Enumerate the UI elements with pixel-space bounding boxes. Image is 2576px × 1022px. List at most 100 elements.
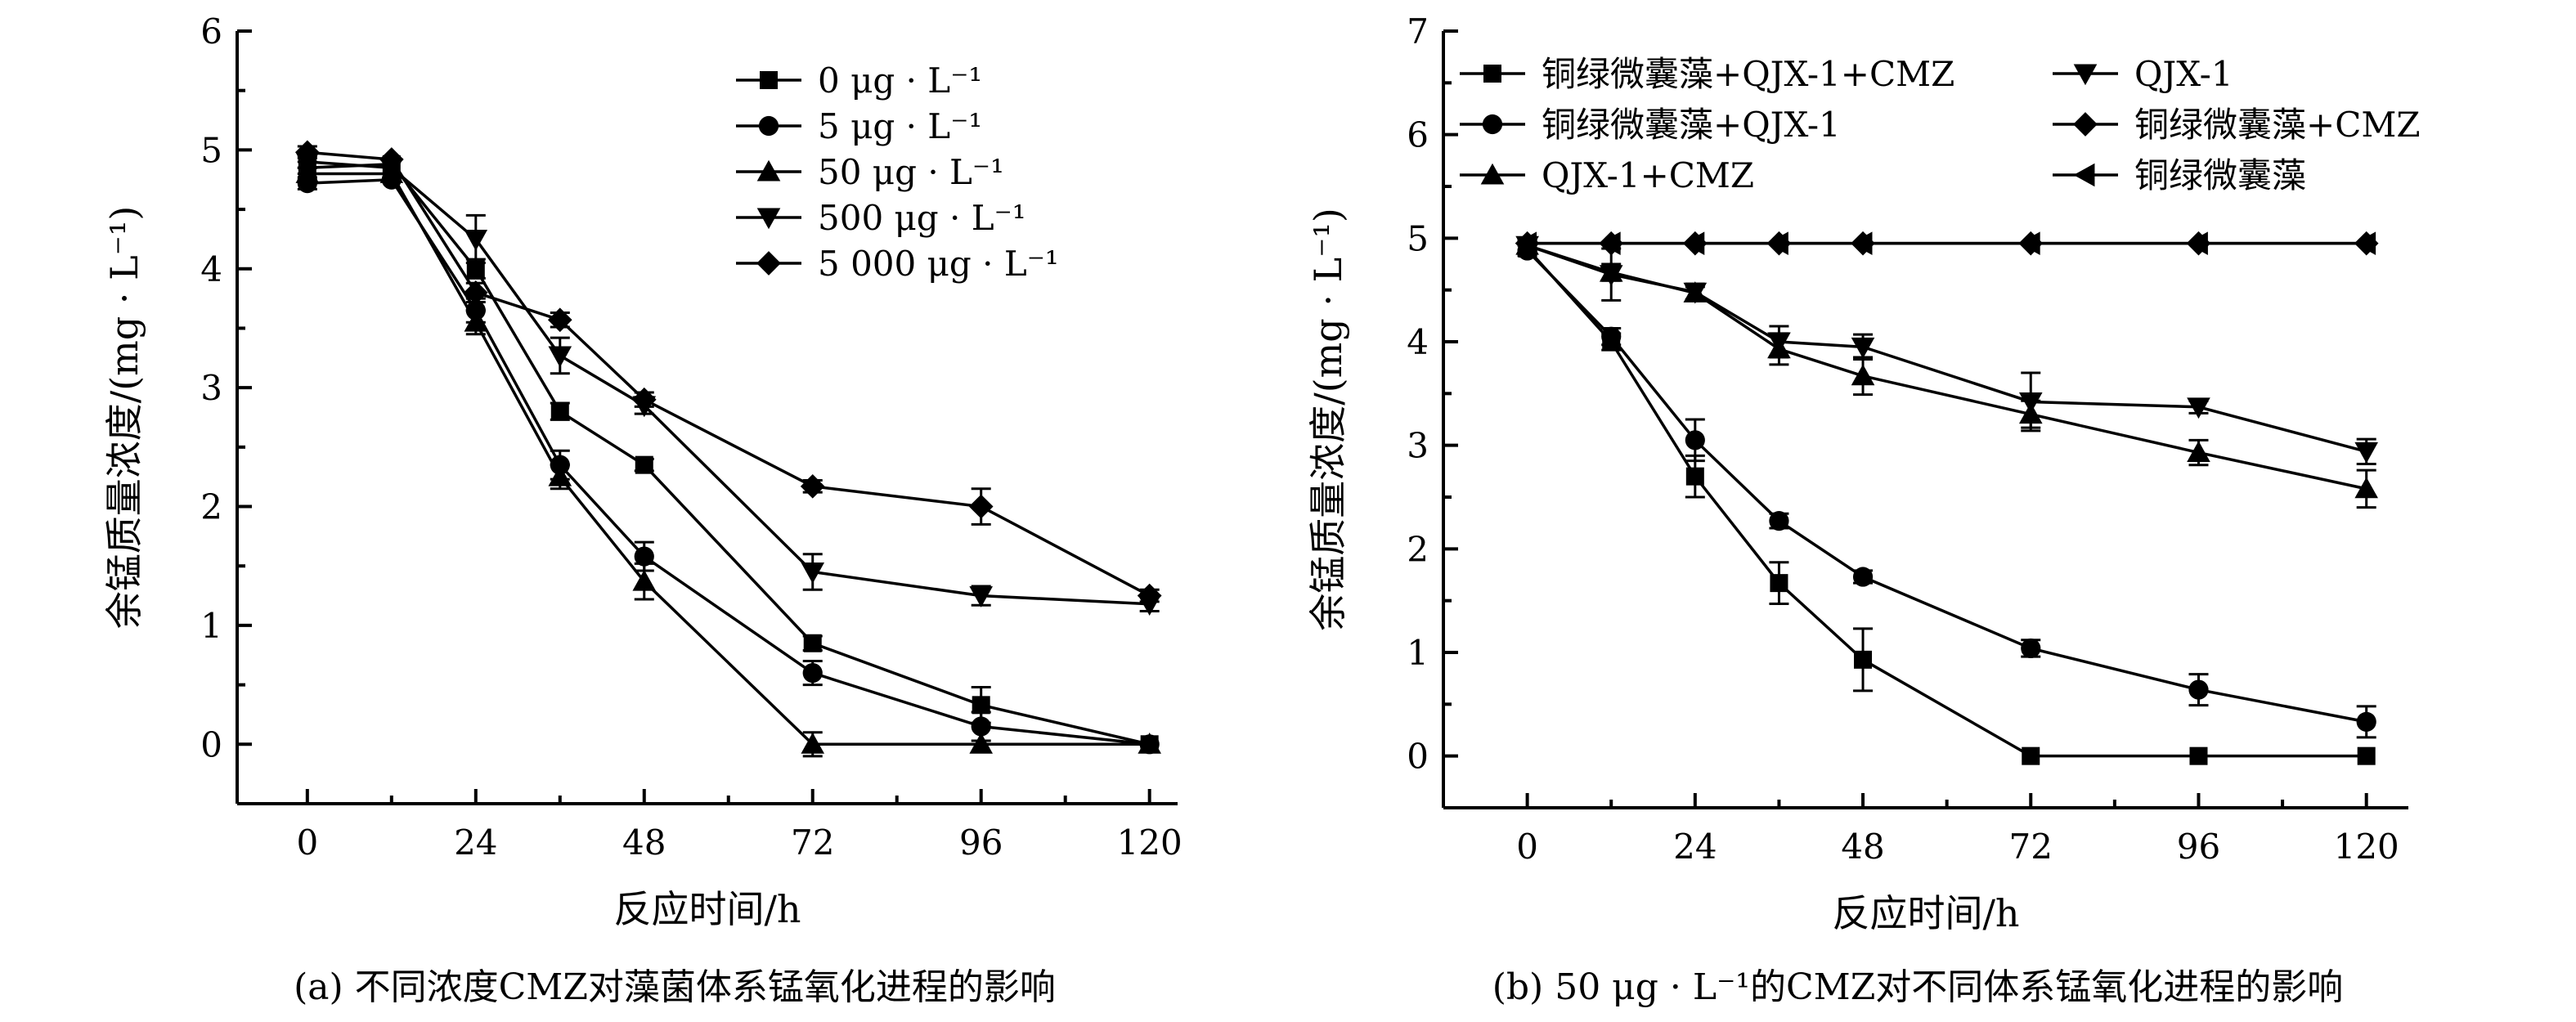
series-3 bbox=[1515, 233, 2378, 509]
legend-marker bbox=[756, 159, 781, 182]
data-point bbox=[2354, 442, 2378, 464]
y-tick-label: 3 bbox=[1407, 426, 1429, 466]
data-point bbox=[1851, 231, 1873, 255]
y-tick-label: 6 bbox=[200, 11, 222, 52]
data-point bbox=[1683, 282, 1708, 304]
panel-b-chart: 0 24 48 72 96 120 0 1 2 3 4 5 6 7 反应时间/h 余锰质量浓度/(mg · L… bbox=[1306, 11, 2421, 1008]
data-point bbox=[1599, 265, 1623, 286]
x-tick-label: 120 bbox=[2334, 827, 2399, 867]
legend-label: QJX-1+CMZ bbox=[1542, 155, 1754, 195]
data-point bbox=[2187, 231, 2208, 255]
legend-label: 0 μg · L⁻¹ bbox=[818, 61, 982, 101]
data-point bbox=[1852, 567, 1874, 587]
x-tick-label: 0 bbox=[1516, 827, 1538, 867]
y-tick-label: 1 bbox=[1407, 633, 1429, 673]
data-point bbox=[464, 229, 488, 251]
data-point bbox=[968, 494, 994, 519]
data-point bbox=[1769, 511, 1789, 531]
series-line bbox=[307, 177, 1150, 746]
data-point bbox=[464, 310, 488, 332]
y-tick-label: 5 bbox=[1407, 218, 1429, 258]
legend-marker bbox=[1480, 163, 1505, 185]
x-tick-label: 96 bbox=[959, 823, 1003, 863]
data-point bbox=[1770, 574, 1788, 593]
x-tick-label: 24 bbox=[454, 823, 497, 863]
data-point bbox=[1851, 337, 1875, 359]
data-point bbox=[1854, 650, 1873, 669]
y-axis-label: 余锰质量浓度/(mg · L⁻¹) bbox=[1306, 208, 1350, 631]
legend-label: QJX-1 bbox=[2134, 54, 2233, 94]
legend-label: 500 μg · L⁻¹ bbox=[818, 198, 1026, 238]
legend-label: 铜绿微囊藻+QJX-1+CMZ bbox=[1542, 54, 1954, 94]
data-point bbox=[2357, 746, 2376, 765]
panel-a-chart: 0 24 48 72 96 120 0 1 2 3 4 5 6 反应时间/h 余锰质量浓度/(mg · L⁻… bbox=[102, 11, 1183, 1008]
data-point bbox=[466, 259, 485, 278]
panel-caption: (a) 不同浓度CMZ对藻菌体系锰氧化进程的影响 bbox=[294, 966, 1056, 1008]
series-5 bbox=[294, 140, 1162, 608]
series-line bbox=[1527, 244, 2367, 453]
data-point bbox=[548, 464, 572, 486]
data-point bbox=[801, 733, 825, 754]
legend-marker bbox=[2073, 64, 2098, 86]
data-point bbox=[971, 716, 991, 737]
series-line bbox=[1527, 244, 2367, 491]
legend-marker bbox=[1482, 114, 1503, 135]
series-6 bbox=[1515, 231, 2376, 255]
series-line bbox=[1526, 247, 2367, 758]
x-tick-label: 96 bbox=[2177, 827, 2220, 867]
y-tick-label: 3 bbox=[200, 368, 222, 408]
data-point bbox=[802, 662, 823, 684]
y-tick-label: 1 bbox=[200, 606, 222, 646]
legend-marker bbox=[758, 115, 779, 137]
y-tick-label: 7 bbox=[1407, 11, 1429, 52]
data-point bbox=[969, 586, 994, 607]
data-point bbox=[1851, 364, 1875, 386]
data-point bbox=[969, 733, 994, 754]
x-tick-label: 72 bbox=[791, 823, 834, 863]
legend-label: 50 μg · L⁻¹ bbox=[818, 152, 1004, 192]
data-point bbox=[1515, 231, 1537, 255]
data-point bbox=[2021, 638, 2041, 659]
data-point bbox=[803, 634, 822, 652]
x-tick-label: 0 bbox=[296, 823, 318, 863]
data-point bbox=[2018, 231, 2040, 255]
data-point bbox=[1137, 583, 1162, 608]
y-tick-label: 2 bbox=[200, 487, 222, 527]
legend-marker bbox=[2073, 112, 2098, 137]
legend-marker bbox=[760, 71, 778, 89]
data-point bbox=[379, 147, 404, 172]
x-tick-label: 72 bbox=[2009, 827, 2053, 867]
legend-label: 铜绿微囊藻+CMZ bbox=[2134, 105, 2421, 145]
data-point bbox=[635, 455, 653, 474]
data-point bbox=[2022, 746, 2040, 765]
data-point bbox=[1767, 231, 1788, 255]
series-line bbox=[307, 172, 1150, 746]
y-tick-label: 4 bbox=[200, 249, 222, 289]
data-point bbox=[2354, 477, 2378, 499]
legend-label: 铜绿微囊藻 bbox=[2134, 155, 2306, 195]
data-point bbox=[2356, 711, 2376, 732]
series-line bbox=[307, 150, 1151, 598]
x-tick-label: 120 bbox=[1117, 823, 1183, 863]
x-tick-label: 48 bbox=[1841, 827, 1884, 867]
y-tick-label: 5 bbox=[200, 130, 222, 170]
series-4 bbox=[295, 152, 1161, 616]
data-point bbox=[2187, 441, 2210, 462]
data-point bbox=[294, 140, 320, 165]
x-axis-label: 反应时间/h bbox=[613, 887, 801, 931]
data-point bbox=[1685, 467, 1704, 486]
data-point bbox=[1767, 332, 1791, 354]
data-point bbox=[632, 569, 657, 591]
data-point bbox=[548, 346, 572, 368]
data-point bbox=[2189, 746, 2208, 765]
data-point bbox=[972, 696, 990, 715]
legend-marker bbox=[756, 208, 781, 230]
series-line bbox=[1526, 249, 2367, 724]
series-2 bbox=[1517, 240, 2376, 739]
data-point bbox=[1599, 231, 1621, 255]
legend-marker bbox=[1483, 65, 1501, 83]
data-point bbox=[1601, 326, 1622, 347]
legend-marker bbox=[756, 251, 781, 276]
data-point bbox=[631, 387, 657, 412]
